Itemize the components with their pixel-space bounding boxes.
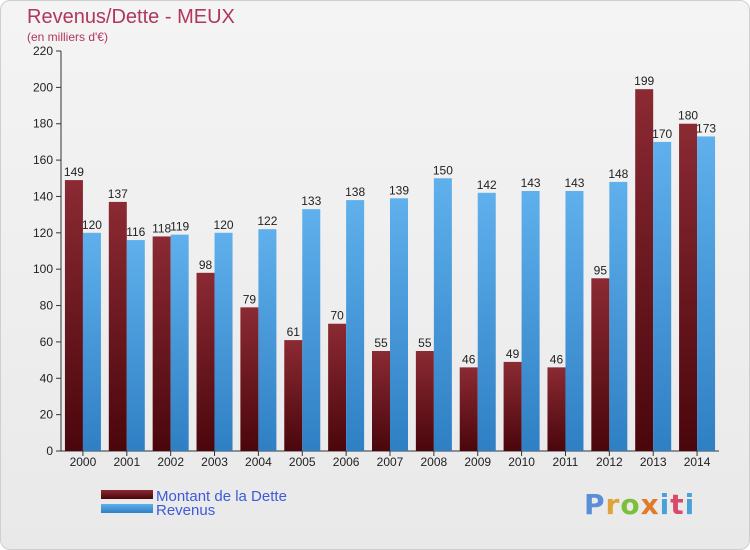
- bar-dette: [679, 123, 698, 452]
- bar-revenus: [258, 229, 277, 451]
- x-tick-label: 2008: [421, 455, 448, 469]
- bar-revenus: [697, 136, 716, 452]
- bar-dette: [503, 361, 522, 451]
- data-label-dette: 55: [374, 336, 388, 350]
- bar-revenus: [565, 191, 584, 451]
- y-tick-label: 160: [33, 153, 53, 167]
- data-label-dette: 98: [199, 258, 213, 272]
- y-tick-label: 100: [33, 262, 53, 276]
- x-tick-label: 2006: [333, 455, 360, 469]
- bar-dette: [591, 278, 610, 451]
- bar-revenus: [521, 191, 540, 451]
- data-label-revenus: 143: [564, 176, 584, 190]
- legend-swatch-revenus: [101, 504, 153, 513]
- y-tick-label: 60: [40, 335, 54, 349]
- y-tick-label: 80: [40, 299, 54, 313]
- data-label-revenus: 138: [345, 185, 365, 199]
- bar-dette: [152, 236, 171, 451]
- data-label-revenus: 120: [214, 218, 234, 232]
- data-label-revenus: 133: [301, 194, 321, 208]
- proxiti-logo: Proxiti: [584, 488, 696, 521]
- data-label-dette: 79: [243, 292, 257, 306]
- bar-revenus: [433, 178, 452, 452]
- bar-revenus: [126, 240, 145, 451]
- bar-dette: [108, 201, 127, 451]
- legend-label-dette: Montant de la Dette: [156, 488, 287, 505]
- bar-dette: [415, 351, 434, 451]
- data-label-revenus: 122: [257, 214, 277, 228]
- data-label-revenus: 170: [652, 127, 672, 141]
- data-label-revenus: 120: [82, 218, 102, 232]
- data-label-dette: 55: [418, 336, 432, 350]
- data-label-dette: 95: [594, 263, 608, 277]
- bar-dette: [328, 323, 347, 451]
- data-label-dette: 137: [108, 187, 128, 201]
- data-label-revenus: 142: [477, 178, 497, 192]
- data-label-revenus: 116: [126, 225, 145, 239]
- bar-dette: [240, 307, 259, 451]
- bar-dette: [196, 272, 215, 451]
- data-label-revenus: 143: [521, 176, 541, 190]
- data-label-revenus: 139: [389, 183, 409, 197]
- data-label-dette: 180: [678, 109, 698, 123]
- bar-revenus: [609, 181, 628, 451]
- bar-dette: [64, 180, 83, 451]
- y-tick-label: 200: [33, 80, 53, 94]
- legend-swatch-dette: [101, 490, 153, 499]
- x-tick-label: 2011: [553, 455, 579, 469]
- legend-label-revenus: Revenus: [156, 502, 215, 519]
- x-tick-label: 2001: [113, 455, 140, 469]
- data-label-revenus: 148: [608, 167, 628, 181]
- bar-revenus: [302, 209, 321, 451]
- data-label-dette: 49: [506, 347, 520, 361]
- bar-revenus: [653, 141, 672, 451]
- bar-revenus: [346, 200, 365, 451]
- bar-revenus: [214, 232, 233, 451]
- x-tick-label: 2000: [70, 455, 97, 469]
- data-label-revenus: 119: [170, 220, 189, 234]
- x-tick-label: 2005: [289, 455, 316, 469]
- data-label-dette: 46: [550, 352, 564, 366]
- bar-dette: [372, 351, 390, 451]
- x-tick-label: 2004: [245, 455, 272, 469]
- bar-dette: [284, 340, 303, 451]
- data-label-revenus: 150: [433, 163, 453, 177]
- bar-dette: [635, 89, 654, 451]
- x-tick-label: 2014: [684, 455, 711, 469]
- bar-revenus: [477, 192, 496, 451]
- x-tick-label: 2007: [377, 455, 404, 469]
- x-tick-label: 2003: [201, 455, 228, 469]
- data-label-dette: 149: [64, 165, 84, 179]
- data-label-dette: 61: [287, 325, 301, 339]
- y-tick-label: 20: [40, 408, 54, 422]
- data-label-dette: 199: [634, 74, 654, 88]
- x-tick-label: 2009: [464, 455, 491, 469]
- y-tick-label: 140: [33, 189, 53, 203]
- data-label-dette: 118: [152, 221, 171, 235]
- y-tick-label: 180: [33, 117, 53, 131]
- bar-dette: [547, 367, 566, 451]
- y-tick-label: 220: [33, 44, 53, 58]
- bar-revenus: [82, 232, 101, 451]
- data-label-dette: 46: [462, 352, 476, 366]
- data-label-revenus: 173: [696, 121, 716, 135]
- chart-subtitle: (en milliers d'€): [27, 30, 108, 44]
- bar-revenus: [390, 198, 408, 451]
- x-tick-label: 2002: [157, 455, 184, 469]
- x-tick-label: 2013: [640, 455, 667, 469]
- bar-revenus: [170, 234, 189, 451]
- chart-title: Revenus/Dette - MEUX: [27, 6, 235, 28]
- x-tick-label: 2010: [508, 455, 535, 469]
- y-tick-label: 120: [33, 226, 53, 240]
- bar-dette: [459, 367, 478, 451]
- y-tick-label: 40: [40, 371, 54, 385]
- data-label-dette: 70: [330, 309, 344, 323]
- x-tick-label: 2012: [596, 455, 623, 469]
- y-tick-label: 0: [46, 444, 53, 458]
